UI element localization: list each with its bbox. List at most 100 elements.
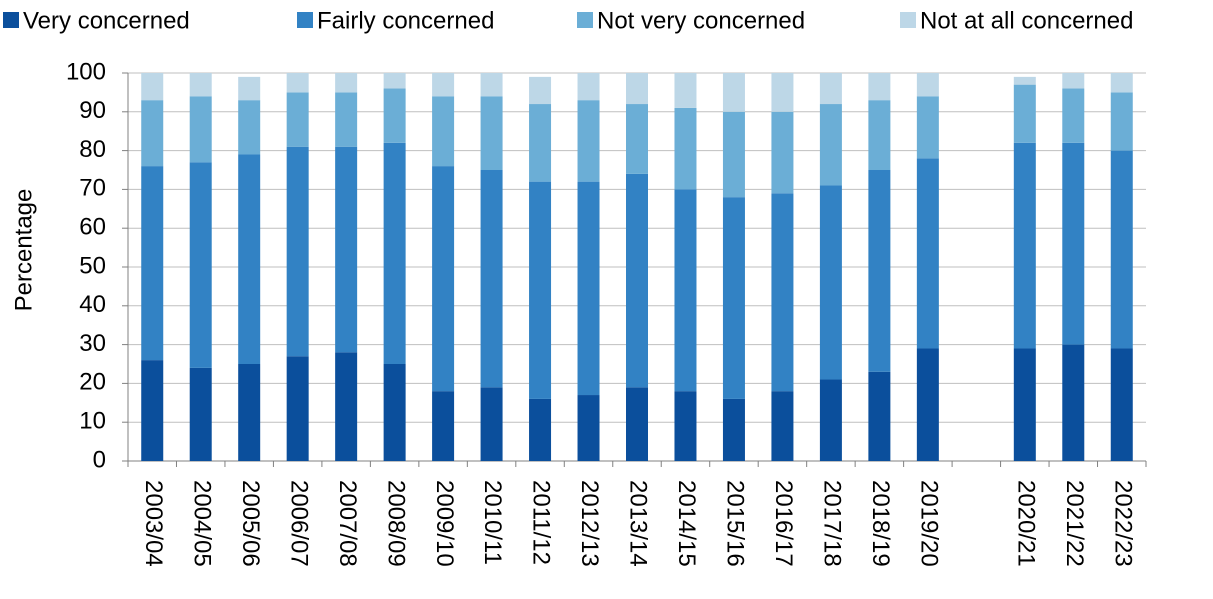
bar-segment [868, 371, 891, 461]
bar-segment [1110, 92, 1133, 151]
bar-segment [674, 189, 697, 392]
bar-segment [1110, 73, 1133, 93]
legend-swatch [900, 12, 916, 28]
bar-segment [868, 73, 891, 101]
y-tick-label: 100 [66, 58, 106, 85]
bar-segment [1062, 344, 1085, 461]
bar-segment [141, 360, 164, 461]
bar-segment [916, 96, 939, 159]
y-tick-label: 50 [79, 252, 106, 279]
x-tick-label: 2004/05 [188, 480, 215, 567]
y-tick-label: 20 [79, 369, 106, 396]
bar-segment [286, 73, 309, 93]
legend-label: Very concerned [23, 7, 190, 34]
bar-segment [674, 107, 697, 190]
bar-segment [189, 162, 212, 368]
y-tick-label: 90 [79, 97, 106, 124]
bar-segment [189, 367, 212, 461]
legend-swatch [577, 12, 593, 28]
bar-segment [189, 96, 212, 163]
bar-segment [722, 73, 745, 112]
x-tick-label: 2003/04 [140, 480, 167, 567]
bar-segment [1013, 348, 1036, 461]
bar-segment [771, 73, 794, 112]
y-tick-label: 10 [79, 408, 106, 435]
x-tick-label: 2015/16 [722, 480, 749, 567]
bar-segment [238, 364, 261, 461]
x-tick-label: 2016/17 [770, 480, 797, 567]
bar-segment [480, 96, 503, 170]
bar-segment [383, 142, 406, 364]
bar-segment [335, 352, 358, 461]
bar-segment [335, 73, 358, 93]
bar-segment [529, 76, 552, 105]
bar-segment [1013, 84, 1036, 143]
bar-segment [335, 146, 358, 353]
y-tick-label: 0 [93, 446, 106, 473]
bar-segment [771, 193, 794, 392]
bar-segment [916, 73, 939, 97]
x-tick-label: 2010/11 [479, 480, 506, 565]
y-tick-label: 60 [79, 214, 106, 241]
bar-segment [771, 111, 794, 194]
bar-segment [529, 181, 552, 399]
bar-segment [238, 100, 261, 155]
bar-segment [480, 170, 503, 388]
bar-segment [238, 154, 261, 364]
bar-segment [722, 398, 745, 461]
y-tick-label: 40 [79, 291, 106, 318]
bar-segment [286, 356, 309, 461]
bar-segment [577, 73, 600, 101]
x-tick-label: 2013/14 [625, 480, 652, 567]
legend-label: Not very concerned [597, 7, 805, 34]
bar-segment [432, 166, 455, 392]
bar-segment [141, 166, 164, 361]
bar-segment [626, 387, 648, 461]
bar-segment [674, 391, 697, 461]
bar-segment [432, 73, 455, 97]
bar-segment [577, 100, 600, 182]
bar-segment [626, 73, 648, 105]
bar-segment [1110, 348, 1133, 461]
x-tick-label: 2021/22 [1061, 480, 1088, 567]
legend-label: Fairly concerned [317, 7, 494, 34]
bar-segment [1013, 142, 1036, 349]
x-tick-label: 2020/21 [1012, 480, 1039, 567]
bar-segment [722, 111, 745, 198]
bar-segment [1013, 76, 1036, 85]
bar-segment [432, 96, 455, 167]
bar-segment [286, 146, 309, 357]
bar-segment [916, 348, 939, 461]
bar-segment [383, 364, 406, 461]
bar-segment [674, 73, 697, 108]
bar-segment [480, 387, 503, 461]
bar-segment [868, 170, 891, 372]
bar-segment [819, 73, 842, 105]
bar-segment [577, 395, 600, 461]
bar-segment [1062, 73, 1085, 89]
y-tick-label: 70 [79, 175, 106, 202]
y-tick-label: 30 [79, 330, 106, 357]
legend-swatch [3, 12, 19, 28]
bar-segment [529, 398, 552, 461]
bar-segment [819, 379, 842, 461]
bar-segment [626, 104, 648, 174]
bar-segment [916, 158, 939, 349]
bar-segment [626, 173, 648, 388]
legend-swatch [297, 12, 313, 28]
bar-segment [771, 391, 794, 461]
x-tick-label: 2005/06 [237, 480, 264, 567]
x-tick-label: 2022/23 [1109, 480, 1136, 567]
bar-segment [141, 100, 164, 167]
bar-segment [238, 76, 261, 101]
bar-segment [480, 73, 503, 97]
bar-segment [819, 104, 842, 186]
x-tick-label: 2017/18 [819, 480, 846, 567]
x-tick-label: 2009/10 [431, 480, 458, 567]
x-tick-label: 2018/19 [867, 480, 894, 567]
bar-segment [1062, 88, 1085, 143]
bar-segment [286, 92, 309, 147]
x-tick-label: 2006/07 [285, 480, 312, 567]
bar-segment [1110, 150, 1133, 349]
